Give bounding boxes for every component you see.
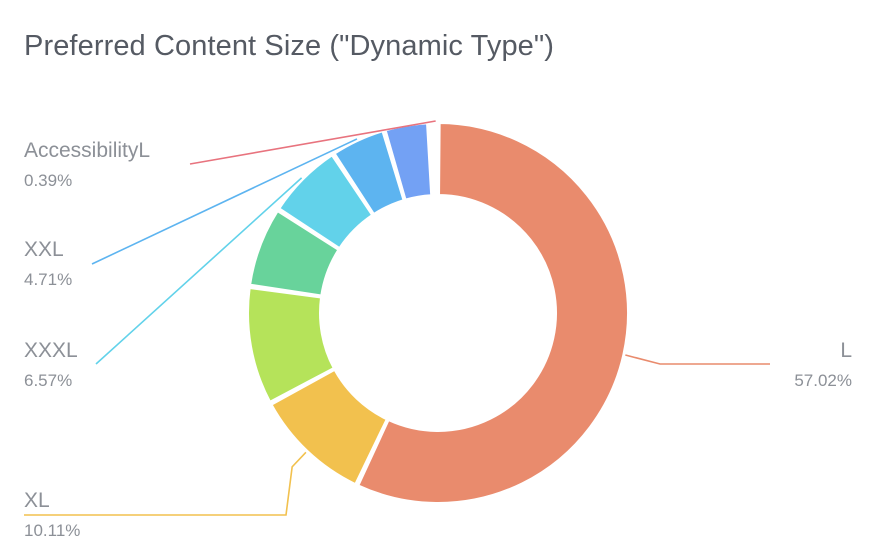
slices-group bbox=[247, 122, 629, 504]
slice-xxxl[interactable] bbox=[278, 154, 374, 250]
leader-line-xxl bbox=[91, 138, 358, 265]
slice-label-xxl: XXL bbox=[24, 238, 64, 261]
slice-value-l: 57.02% bbox=[794, 371, 852, 390]
slice-value-accessibilityl: 0.39% bbox=[24, 171, 72, 190]
slice-label-xxxl: XXXL bbox=[24, 339, 78, 362]
slice-unlabeled-2[interactable] bbox=[247, 286, 335, 403]
leader-line-l bbox=[625, 354, 770, 365]
slice-l[interactable] bbox=[357, 122, 629, 504]
slice-xxl[interactable] bbox=[333, 130, 405, 215]
slice-unlabeled-7[interactable] bbox=[429, 122, 436, 197]
labels-group: L 57.02% XL 10.11% XXXL 6.57% XXL 4.71% Accessib… bbox=[24, 120, 852, 540]
chart-title: Preferred Content Size ("Dynamic Type") bbox=[24, 30, 555, 62]
slice-label-accessibilityl: AccessibilityL bbox=[24, 139, 150, 162]
slice-accessibilityl[interactable] bbox=[434, 122, 438, 197]
slice-xl[interactable] bbox=[270, 368, 388, 486]
slice-unlabeled-3[interactable] bbox=[249, 210, 340, 297]
leader-line-xl bbox=[24, 451, 307, 516]
slice-label-l: L bbox=[840, 339, 852, 362]
slice-value-xl: 10.11% bbox=[24, 521, 80, 540]
leader-line-xxxl bbox=[95, 177, 303, 365]
slice-value-xxl: 4.71% bbox=[24, 270, 72, 289]
leader-line-accessibilityl bbox=[189, 120, 436, 165]
slice-value-xxxl: 6.57% bbox=[24, 371, 72, 390]
slice-label-xl: XL bbox=[24, 489, 50, 512]
